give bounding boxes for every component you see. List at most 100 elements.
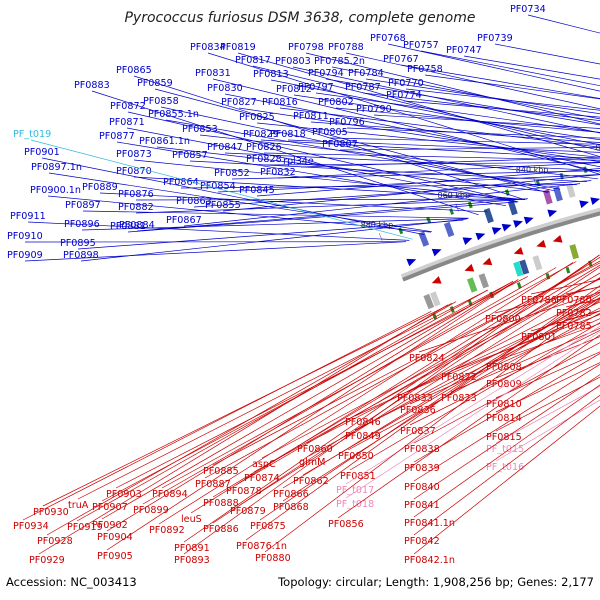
forward-function-block [443, 221, 455, 238]
reverse-gene-label: PF0786 [521, 295, 557, 306]
forward-gene-label: PF0829 [243, 129, 279, 140]
reverse-leader-line [212, 266, 600, 524]
reverse-leader-line [183, 254, 600, 543]
forward-gene-label: PF0812 [276, 84, 312, 95]
forward-leader-line [277, 162, 600, 179]
forward-function-block [507, 200, 518, 216]
forward-gene-label: PF0857 [172, 150, 208, 161]
reverse-gene-label: PF0838 [404, 444, 440, 455]
reverse-leader-line [418, 291, 600, 353]
reverse-gene-label: leuS [181, 514, 202, 525]
forward-gene-label: PF0900.1n [30, 185, 81, 196]
reverse-gene-label: PF0856 [328, 519, 364, 530]
reverse-leader-line [235, 272, 600, 486]
forward-gene-label: PF0853 [182, 124, 218, 135]
forward-gene-label: PF0864 [163, 177, 199, 188]
reverse-leader-line [204, 260, 600, 479]
reverse-leader-line [495, 351, 600, 399]
reverse-leader-line [282, 297, 600, 502]
forward-function-block [483, 208, 494, 224]
reverse-gene-label: PF0892 [149, 525, 185, 536]
reverse-gene-label: PF_t015 [486, 444, 524, 455]
forward-leader-line [256, 122, 600, 158]
forward-gene-label: PF0873 [116, 149, 152, 160]
reverse-function-block [423, 293, 435, 310]
reverse-gene-label: PF0809 [486, 379, 522, 390]
reverse-leader-line [413, 342, 600, 444]
reverse-gene-label: PF0887 [195, 479, 231, 490]
reverse-gene-label: PF0902 [92, 520, 128, 531]
reverse-leader-line [345, 331, 600, 499]
reverse-leader-line [212, 264, 600, 498]
reverse-gene-label: PF0866 [273, 489, 309, 500]
forward-leader-line [527, 14, 600, 34]
forward-leader-line [400, 64, 600, 99]
forward-gene-label: PF0768 [370, 33, 406, 44]
reverse-gene-label: PF0875 [250, 521, 286, 532]
reverse-leader-line [413, 374, 600, 500]
forward-gene-label: PF0832 [260, 167, 296, 178]
forward-leader-line [373, 114, 600, 129]
forward-gene-label: PF0803 [275, 56, 311, 67]
forward-leader-line [81, 218, 468, 231]
forward-gene-arrow [501, 223, 512, 232]
forward-gene-label: PF0859 [137, 78, 173, 89]
reverse-leader-line [495, 385, 600, 444]
forward-gene-label: PF0805 [312, 127, 348, 138]
forward-gene-label: PF0798 [288, 42, 324, 53]
forward-gene-label: PF0827 [221, 97, 257, 108]
forward-gene-label: PF0819 [220, 42, 256, 53]
reverse-gene-label: PF_t018 [336, 499, 374, 510]
forward-gene-label: PF0897 [65, 200, 101, 211]
reverse-leader-line [106, 279, 519, 532]
forward-leader-line [199, 134, 599, 180]
reverse-gene-label: PF0929 [29, 555, 65, 566]
forward-gene-label: PF_t019 [13, 129, 51, 140]
forward-leader-line [27, 221, 410, 241]
forward-gene-label: PF0871 [109, 117, 145, 128]
forward-leader-line [260, 139, 600, 160]
reverse-gene-label: PF0800 [485, 314, 521, 325]
reverse-leader-line [413, 363, 600, 482]
scale-tick [378, 233, 383, 241]
forward-gene-label: PF0883 [74, 80, 110, 91]
reverse-function-block [478, 273, 489, 289]
reverse-leader-line [212, 262, 600, 466]
reverse-gene-label: PF0842 [404, 536, 440, 547]
forward-leader-line [193, 180, 592, 208]
forward-leader-line [133, 176, 525, 201]
forward-gene-label: PF0877 [99, 131, 135, 142]
reverse-gene-label: aspC [252, 459, 276, 470]
reverse-leader-line [308, 297, 600, 457]
forward-gene-label: PF0847 [207, 142, 243, 153]
forward-gene-label: PF0758 [407, 64, 443, 75]
forward-leader-line [263, 162, 600, 166]
reverse-gene-labels: PF0780PF0782PF0786PF0785PF0800PF0801PF08… [13, 254, 600, 566]
reverse-leader-line [409, 330, 600, 426]
reverse-leader-line [239, 277, 600, 506]
reverse-gene-label: PF0782 [556, 308, 592, 319]
forward-gene-arrow [523, 216, 534, 225]
reverse-gene-label: PF0930 [33, 507, 69, 518]
forward-function-block [553, 186, 563, 202]
forward-leader-line [325, 78, 600, 126]
forward-gene-label: PF0767 [383, 54, 419, 65]
forward-gene-label: PF0870 [116, 166, 152, 177]
forward-gene-label: PF0826 [246, 142, 282, 153]
forward-gene-label: PF0867 [166, 215, 202, 226]
forward-gene-label: PF0739 [477, 33, 513, 44]
reverse-gene-label: PF0840 [404, 482, 440, 493]
reverse-leader-line [413, 394, 600, 536]
forward-gene-label: PF0797 [298, 82, 334, 93]
reverse-function-block [429, 291, 441, 307]
forward-gene-label: PF0897.1n [31, 162, 82, 173]
reverse-leader-line [413, 353, 600, 463]
reverse-leader-line [345, 325, 600, 485]
reverse-gene-label: PF0836 [400, 405, 436, 416]
forward-gene-label: PF0794 [308, 68, 344, 79]
forward-gene-labels: PF0734PF0739PF0747PF0757PF0768PF0767PF07… [7, 4, 600, 262]
forward-gene-label: PF0858 [143, 96, 179, 107]
forward-leader-line [420, 50, 600, 87]
forward-gene-arrow [431, 248, 442, 257]
reverse-gene-label: PF0907 [92, 502, 128, 513]
